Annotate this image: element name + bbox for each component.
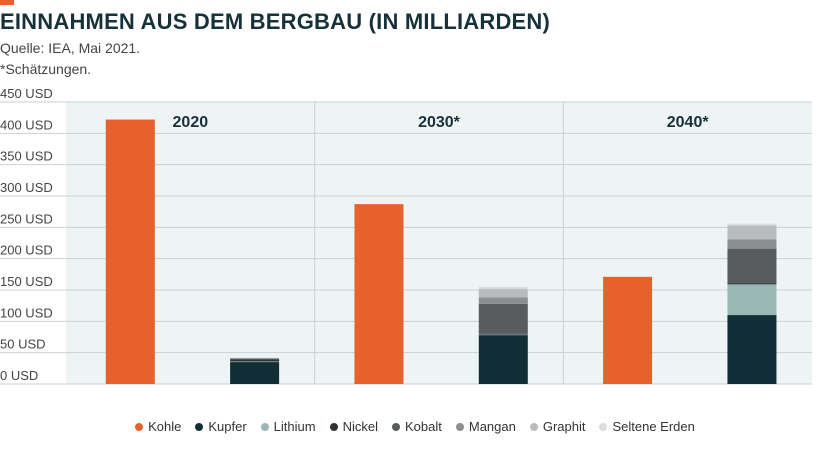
bar-segment-seltene-erden xyxy=(230,357,280,359)
bar-segment-kobalt xyxy=(230,358,280,360)
bar-segment-graphit xyxy=(727,225,777,240)
legend-label: Kobalt xyxy=(404,419,442,434)
legend-item: Kohle xyxy=(135,419,181,434)
bar-segment-seltene-erden xyxy=(727,223,777,226)
panel-label: 2020 xyxy=(173,114,209,131)
bar-segment-kobalt xyxy=(478,303,528,334)
legend-swatch xyxy=(455,422,464,431)
panel-label: 2030* xyxy=(418,114,461,131)
bar-segment-nickel xyxy=(727,283,777,285)
legend-swatch xyxy=(391,422,400,431)
bar-segment-lithium xyxy=(478,334,528,336)
y-tick-label: 150 USD xyxy=(0,274,53,289)
bar-kohle xyxy=(603,276,653,384)
accent-bar xyxy=(0,0,14,5)
legend-swatch xyxy=(599,422,608,431)
bar-segment-nickel xyxy=(478,333,528,335)
legend-item: Kupfer xyxy=(195,419,247,434)
bar-kohle xyxy=(354,204,404,384)
panel-label: 2040* xyxy=(667,114,710,131)
bar-segment-kupfer xyxy=(230,362,280,384)
bar-segment-nickel xyxy=(230,359,280,362)
y-tick-label: 200 USD xyxy=(0,243,53,258)
plot-background xyxy=(66,102,812,384)
legend-swatch xyxy=(529,422,538,431)
legend-label: Seltene Erden xyxy=(612,419,695,434)
legend-label: Lithium xyxy=(273,419,316,434)
y-tick-label: 400 USD xyxy=(0,117,53,132)
legend-label: Kohle xyxy=(148,419,182,434)
source-note: Quelle: IEA, Mai 2021. xyxy=(0,40,141,56)
y-tick-label: 300 USD xyxy=(0,180,53,195)
bar-segment-graphit xyxy=(478,288,528,298)
legend-item: Lithium xyxy=(260,419,316,434)
bar-segment-lithium xyxy=(230,361,280,363)
bar-segment-kobalt xyxy=(727,248,777,284)
y-tick-label: 50 USD xyxy=(0,337,46,352)
legend-item: Nickel xyxy=(329,419,378,434)
legend-label: Graphit xyxy=(542,419,586,434)
legend-item: Kobalt xyxy=(391,419,442,434)
chart-title: EINNAHMEN AUS DEM BERGBAU (IN MILLIARDEN… xyxy=(0,9,551,34)
y-tick-label: 0 USD xyxy=(0,368,38,383)
legend: Kohle Kupfer Lithium Nickel Kobalt Mangan Grap… xyxy=(0,419,830,434)
legend-swatch xyxy=(260,422,269,431)
estimate-note: *Schätzungen. xyxy=(0,61,92,77)
bar-segment-lithium xyxy=(727,284,777,316)
legend-item: Mangan xyxy=(455,419,516,434)
y-tick-label: 100 USD xyxy=(0,305,53,320)
y-tick-label: 350 USD xyxy=(0,149,53,164)
bar-segment-mangan xyxy=(478,297,528,304)
legend-item: Graphit xyxy=(529,419,586,434)
legend-swatch xyxy=(329,422,338,431)
bar-segment-seltene-erden xyxy=(478,286,528,289)
legend-swatch xyxy=(195,422,204,431)
bar-segment-kupfer xyxy=(727,315,777,384)
legend-label: Mangan xyxy=(468,419,516,434)
legend-label: Kupfer xyxy=(208,419,247,434)
bar-segment-kupfer xyxy=(478,335,528,384)
y-tick-label: 450 USD xyxy=(0,86,53,101)
legend-swatch xyxy=(135,422,144,431)
bar-kohle xyxy=(105,119,155,385)
y-tick-label: 250 USD xyxy=(0,211,53,226)
legend-label: Nickel xyxy=(342,419,378,434)
legend-item: Seltene Erden xyxy=(599,419,695,434)
bar-segment-mangan xyxy=(727,239,777,249)
